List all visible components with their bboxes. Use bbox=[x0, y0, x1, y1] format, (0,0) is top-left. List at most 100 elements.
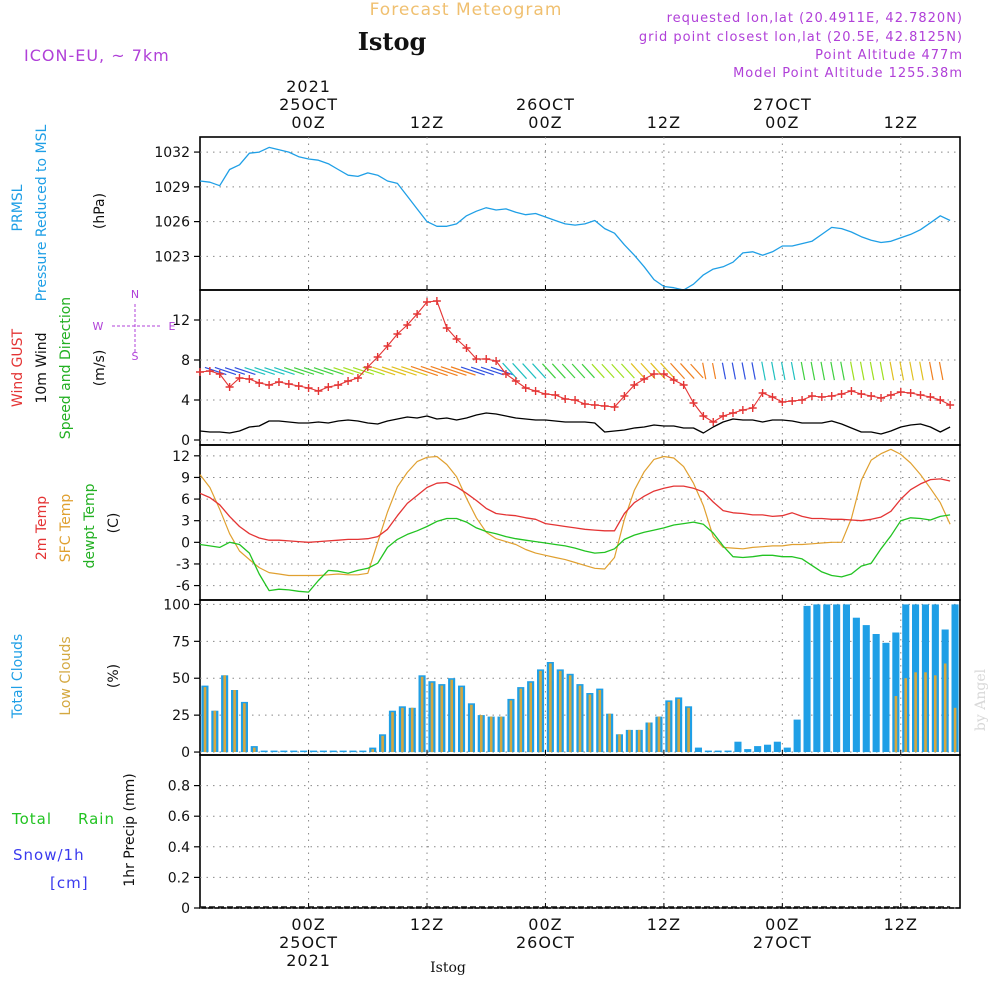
low-clouds-bar bbox=[450, 679, 453, 752]
wind-direction-arrow bbox=[430, 365, 458, 377]
wind-gust-marker bbox=[551, 391, 560, 399]
wind-gust-marker bbox=[827, 392, 836, 400]
temp-unit: (C) bbox=[106, 513, 122, 534]
low-clouds-bar bbox=[233, 690, 236, 752]
wind-gust-marker bbox=[215, 370, 224, 378]
total-clouds-bar bbox=[744, 749, 752, 753]
low-clouds-bar bbox=[489, 716, 493, 752]
total-clouds-bar bbox=[694, 747, 702, 752]
temperature-y-ticks: 12 9 6 3 0 -3 -6 bbox=[172, 449, 200, 595]
wind-gust-marker bbox=[245, 375, 254, 383]
low-clouds-bar bbox=[894, 696, 898, 753]
compass-w: W bbox=[93, 320, 104, 333]
wind-gust-marker bbox=[531, 387, 540, 395]
low-clouds-bar bbox=[637, 729, 641, 752]
wind-gust-marker bbox=[896, 388, 905, 396]
temperature-grid bbox=[199, 444, 961, 601]
top-axis-time: 12Z bbox=[647, 113, 681, 132]
wind-gust-marker bbox=[857, 390, 866, 398]
wind-gust-marker bbox=[610, 403, 619, 411]
wind-gust-marker bbox=[235, 374, 244, 382]
total-clouds-bar bbox=[290, 750, 298, 753]
low-clouds-bar bbox=[371, 749, 374, 753]
top-axis-time: 12Z bbox=[410, 113, 444, 132]
bottom-axis-time: 12Z bbox=[410, 915, 444, 934]
wind-direction-arrow bbox=[702, 362, 707, 380]
wind-gust-marker bbox=[363, 363, 372, 371]
wind-direction-arrow bbox=[938, 361, 944, 381]
wind-direction-arrow bbox=[264, 367, 285, 375]
wind-gust-marker bbox=[719, 412, 728, 420]
low-clouds-bar bbox=[401, 707, 404, 753]
wind-gust-marker bbox=[620, 392, 629, 400]
low-clouds-bar bbox=[628, 729, 631, 752]
total-clouds-bar bbox=[842, 604, 850, 752]
wind-direction-arrow bbox=[343, 367, 364, 375]
wind-direction-arrow bbox=[283, 367, 305, 375]
wind-direction-arrow bbox=[859, 361, 865, 381]
wind-gust-marker bbox=[699, 412, 708, 420]
wind-direction-arrow bbox=[333, 367, 354, 375]
wind-direction-arrow bbox=[391, 366, 417, 376]
low-clouds-bar bbox=[647, 722, 651, 752]
temp-2m-label: 2m Temp bbox=[34, 496, 50, 560]
total-clouds-bar bbox=[852, 617, 860, 752]
clouds-plot bbox=[201, 604, 959, 753]
wind-direction-arrow bbox=[591, 363, 605, 379]
wind-direction-arrow bbox=[820, 361, 826, 381]
clouds-panel: 100 75 50 25 0 Total Clouds Low Clouds (%) bbox=[10, 597, 961, 761]
footer-station: Istog bbox=[430, 960, 466, 976]
low-clouds-bar bbox=[578, 685, 582, 752]
wind-direction-arrow bbox=[214, 366, 237, 376]
wind-gust-marker bbox=[294, 382, 303, 390]
wind-direction-arrow bbox=[561, 363, 576, 379]
wind-direction-arrow bbox=[889, 361, 895, 381]
precip-total-label: Total bbox=[11, 810, 52, 828]
wind-gust-marker bbox=[571, 396, 580, 404]
low-clouds-bar bbox=[667, 701, 671, 753]
wind-direction-arrow bbox=[450, 366, 476, 376]
precipitation-grid bbox=[199, 754, 961, 909]
wind-gust-marker bbox=[807, 392, 816, 400]
low-clouds-bar bbox=[440, 685, 444, 752]
total-clouds-bar bbox=[359, 750, 367, 753]
wind-direction-arrow bbox=[293, 367, 315, 375]
low-clouds-bar bbox=[253, 747, 256, 752]
wind-gust-marker bbox=[837, 390, 846, 398]
bottom-axis-time: 12Z bbox=[647, 915, 681, 934]
watermark: by Angel bbox=[973, 668, 989, 731]
temp-ytick-label: -6 bbox=[176, 579, 190, 595]
point-altitude: Point Altitude 477m bbox=[815, 48, 963, 63]
wind-gust-marker bbox=[916, 391, 925, 399]
wind-gust-marker bbox=[679, 381, 688, 389]
low-clouds-bar bbox=[480, 715, 483, 752]
wind-gust-marker bbox=[472, 355, 481, 363]
wind-direction-arrow bbox=[502, 362, 518, 380]
wind-ytick-label: 0 bbox=[181, 433, 190, 449]
temp-frame bbox=[199, 444, 961, 601]
low-clouds-bar bbox=[223, 675, 226, 753]
wind-gust-marker bbox=[334, 381, 343, 389]
clouds-ytick-label: 75 bbox=[172, 634, 190, 650]
top-axis-time: 12Z bbox=[884, 113, 918, 132]
wind-direction-arrow bbox=[470, 366, 494, 376]
total-clouds-bar bbox=[319, 750, 327, 753]
low-clouds-bar bbox=[420, 676, 424, 753]
wind-panel: 12 8 4 0 Wind GUST 10m Wind Speed and Direc… bbox=[10, 288, 961, 449]
wind-direction-arrow bbox=[810, 361, 816, 381]
low-clouds-bar bbox=[410, 707, 414, 753]
total-clouds-bar bbox=[872, 634, 880, 753]
wind-gust-marker bbox=[748, 404, 757, 412]
wind-gust-marker bbox=[906, 389, 915, 397]
wind-direction-arrow bbox=[640, 362, 656, 380]
low-clouds-bar bbox=[470, 704, 473, 752]
total-clouds-bar bbox=[704, 750, 712, 753]
wind-direction-arrow bbox=[460, 366, 485, 376]
pressure-ytick-label: 1032 bbox=[154, 145, 190, 161]
low-clouds-bar bbox=[391, 712, 394, 753]
low-clouds-bar bbox=[499, 716, 503, 752]
wind-gust-marker bbox=[344, 377, 353, 385]
temp-ytick-label: -3 bbox=[176, 557, 190, 573]
wind-direction-arrow bbox=[650, 362, 666, 380]
total-clouds-bar bbox=[349, 750, 357, 753]
